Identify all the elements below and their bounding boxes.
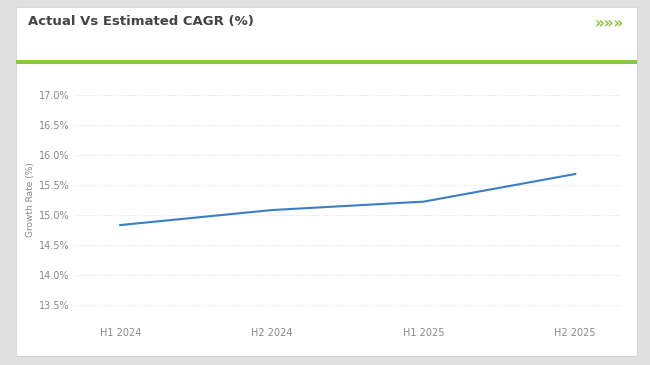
Y-axis label: Growth Rate (%): Growth Rate (%) [26,162,35,237]
Text: Actual Vs Estimated CAGR (%): Actual Vs Estimated CAGR (%) [28,15,254,28]
Text: »»»: »»» [595,16,624,31]
